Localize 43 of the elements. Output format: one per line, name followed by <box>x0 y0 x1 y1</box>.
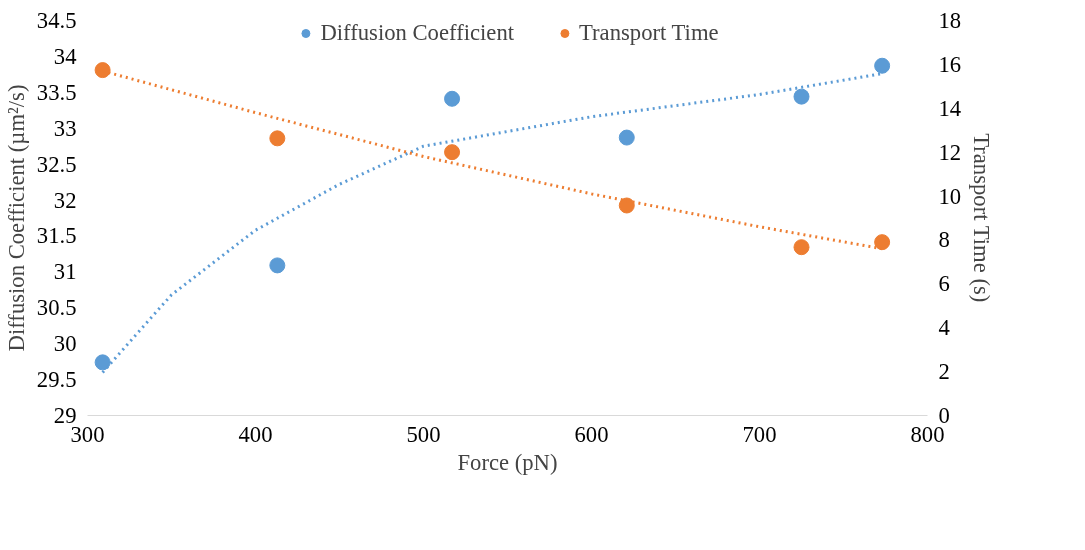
y-tick-label: 34.5 <box>36 8 77 33</box>
y2-tick-label: 16 <box>938 51 962 77</box>
y-tick-label: 32 <box>53 187 77 213</box>
point <box>793 88 810 105</box>
y-tick-label: 29.5 <box>36 367 77 393</box>
point <box>444 144 461 161</box>
y2-tick-label: 10 <box>938 183 962 209</box>
x-tick-label: 400 <box>238 421 273 447</box>
y2-axis-title: Transport Time (s) <box>969 133 995 303</box>
x-axis-title: Force (pN) <box>457 449 558 475</box>
x-tick-label: 500 <box>406 421 441 447</box>
x-tick-label: 600 <box>574 421 609 447</box>
y-tick-label: 32.5 <box>36 151 77 177</box>
y-tick-label: 29 <box>53 403 77 428</box>
y2-tick-label: 8 <box>938 227 950 253</box>
point <box>618 129 635 146</box>
point <box>618 197 635 214</box>
point <box>94 354 111 371</box>
y-tick-label: 30 <box>53 331 77 357</box>
y-tick-label: 33.5 <box>36 79 77 105</box>
legend-label: Transport Time <box>579 20 719 46</box>
y-tick-label: 31.5 <box>36 223 77 249</box>
point <box>874 234 891 251</box>
y-tick-label: 34 <box>53 43 77 69</box>
point <box>269 257 286 274</box>
point <box>94 62 111 79</box>
point <box>444 90 461 107</box>
point <box>793 239 810 256</box>
point <box>269 130 286 147</box>
y2-tick-label: 14 <box>938 95 962 121</box>
y2-tick-label: 6 <box>938 271 950 297</box>
y2-tick-label: 18 <box>938 8 962 33</box>
y2-tick-label: 12 <box>938 139 962 165</box>
y2-tick-label: 0 <box>938 403 950 428</box>
y2-tick-label: 4 <box>938 315 950 341</box>
y-tick-label: 30.5 <box>36 295 77 321</box>
y-tick-label: 33 <box>53 115 77 141</box>
y-tick-label: 31 <box>53 259 77 285</box>
y-axis-title: Diffusion Coefficient (µm²/s) <box>3 84 29 352</box>
legend-label: Diffusion Coefficient <box>320 20 515 46</box>
x-tick-label: 700 <box>742 421 777 447</box>
point <box>874 57 891 74</box>
y2-tick-label: 2 <box>938 359 950 385</box>
